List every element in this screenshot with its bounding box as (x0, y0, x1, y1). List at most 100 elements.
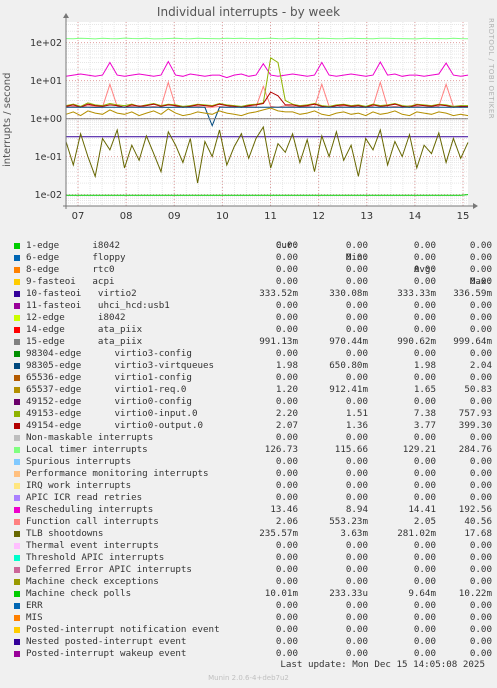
legend-label: Function call interrupts (26, 516, 159, 527)
legend-swatch (14, 267, 20, 273)
legend-avg-value: 0.00 (413, 468, 436, 479)
legend-cur-value: 0.00 (275, 300, 298, 311)
legend-max-value: 0.00 (469, 456, 492, 467)
legend-avg-value: 0.00 (413, 264, 436, 275)
legend-label: 65537-edge virtio1-req.0 (26, 384, 187, 395)
legend-avg-value: 0.00 (413, 348, 436, 359)
legend-row: 9-fasteoi acpi 0.00 0.00 0.00 0.00 (12, 276, 492, 288)
legend-swatch (14, 303, 20, 309)
legend-max-value: 0.00 (469, 264, 492, 275)
legend-avg-value: 3.77 (413, 420, 436, 431)
legend-row: 6-edge floppy 0.00 0.00 0.00 0.00 (12, 252, 492, 264)
legend-avg-value: 0.00 (413, 600, 436, 611)
legend-cur-value: 0.00 (275, 372, 298, 383)
legend-swatch (14, 627, 20, 633)
legend-avg-value: 1.98 (413, 360, 436, 371)
legend-row: 12-edge i8042 0.00 0.00 0.00 0.00 (12, 312, 492, 324)
legend-label: 11-fasteoi uhci_hcd:usb1 (26, 300, 170, 311)
legend-avg-value: 0.00 (413, 276, 436, 287)
legend-min-value: 0.00 (345, 432, 368, 443)
legend-swatch (14, 519, 20, 525)
legend-min-value: 0.00 (345, 564, 368, 575)
legend-max-value: 0.00 (469, 540, 492, 551)
legend-row: Posted-interrupt notification event 0.00 0… (12, 624, 492, 636)
legend-cur-value: 0.00 (275, 624, 298, 635)
legend-max-value: 17.68 (464, 528, 492, 539)
legend-min-value: 0.00 (345, 348, 368, 359)
legend-swatch (14, 603, 20, 609)
legend-avg-value: 0.00 (413, 648, 436, 659)
legend-swatch (14, 471, 20, 477)
legend-swatch (14, 555, 20, 561)
legend-min-value: 1.51 (345, 408, 368, 419)
legend-row: APIC ICR read retries 0.00 0.00 0.00 0.00 (12, 492, 492, 504)
legend-table: Cur: Min: Avg: Max: 1-edge i8042 0.00 0.00… (12, 228, 492, 660)
legend-max-value: 0.00 (469, 492, 492, 503)
legend-min-value: 0.00 (345, 240, 368, 251)
legend-cur-value: 1.98 (275, 360, 298, 371)
legend-row: MIS 0.00 0.00 0.00 0.00 (12, 612, 492, 624)
legend-max-value: 0.00 (469, 396, 492, 407)
legend-min-value: 0.00 (345, 324, 368, 335)
legend-cur-value: 2.06 (275, 516, 298, 527)
legend-max-value: 0.00 (469, 468, 492, 479)
legend-row: Rescheduling interrupts 13.46 8.94 14.41 192… (12, 504, 492, 516)
legend-max-value: 757.93 (458, 408, 492, 419)
series-line (65, 125, 469, 184)
munin-version: Munin 2.0.6-4+deb7u2 (208, 674, 289, 682)
legend-label: 12-edge i8042 (26, 312, 126, 323)
legend-avg-value: 0.00 (413, 552, 436, 563)
legend-max-value: 0.00 (469, 576, 492, 587)
legend-min-value: 0.00 (345, 276, 368, 287)
legend-cur-value: 0.00 (275, 480, 298, 491)
legend-max-value: 0.00 (469, 612, 492, 623)
legend-min-value: 553.23m (329, 516, 368, 527)
legend-min-value: 0.00 (345, 600, 368, 611)
legend-swatch (14, 255, 20, 261)
legend-label: Spurious interrupts (26, 456, 132, 467)
legend-row: Function call interrupts 2.06 553.23m 2.05 4… (12, 516, 492, 528)
legend-cur-value: 0.00 (275, 564, 298, 575)
legend-row: 98304-edge virtio3-config 0.00 0.00 0.00 0.0… (12, 348, 492, 360)
legend-swatch (14, 435, 20, 441)
legend-avg-value: 0.00 (413, 624, 436, 635)
legend-label: Rescheduling interrupts (26, 504, 154, 515)
legend-swatch (14, 375, 20, 381)
legend-header-min: Min: (345, 252, 368, 263)
legend-avg-value: 0.00 (413, 300, 436, 311)
x-tick-label: 13 (360, 211, 373, 222)
legend-header: Cur: Min: Avg: Max: (12, 228, 492, 287)
series-line (65, 91, 469, 108)
legend-cur-value: 0.00 (275, 396, 298, 407)
legend-cur-value: 0.00 (275, 276, 298, 287)
legend-cur-value: 0.00 (275, 240, 298, 251)
legend-min-value: 912.41m (329, 384, 368, 395)
legend-avg-value: 0.00 (413, 432, 436, 443)
legend-cur-value: 0.00 (275, 600, 298, 611)
legend-avg-value: 0.00 (413, 636, 436, 647)
legend-swatch (14, 243, 20, 249)
legend-label: IRQ work interrupts (26, 480, 132, 491)
legend-label: 15-edge ata_piix (26, 336, 143, 347)
y-tick-label: 1e-01 (35, 152, 62, 163)
legend-avg-value: 990.62m (397, 336, 436, 347)
legend-label: Machine check polls (26, 588, 132, 599)
legend-swatch (14, 279, 20, 285)
legend-rows: 1-edge i8042 0.00 0.00 0.00 0.00 6-edge flopp… (12, 240, 492, 660)
legend-row: Threshold APIC interrupts 0.00 0.00 0.00 0.0… (12, 552, 492, 564)
legend-swatch (14, 591, 20, 597)
legend-cur-value: 1.20 (275, 384, 298, 395)
legend-header-avg: Avg: (413, 264, 436, 275)
legend-label: Threshold APIC interrupts (26, 552, 165, 563)
x-tick-label: 07 (72, 211, 85, 222)
legend-avg-value: 9.64m (408, 588, 436, 599)
legend-label: Non-maskable interrupts (26, 432, 154, 443)
legend-max-value: 40.56 (464, 516, 492, 527)
legend-row: 65537-edge virtio1-req.0 1.20 912.41m 1.65 5… (12, 384, 492, 396)
legend-row: 14-edge ata_piix 0.00 0.00 0.00 0.00 (12, 324, 492, 336)
x-tick-label: 12 (312, 211, 325, 222)
legend-label: Performance monitoring interrupts (26, 468, 209, 479)
rrdtool-credit: RRDTOOL / TOBI OETIKER (487, 18, 495, 120)
legend-cur-value: 0.00 (275, 576, 298, 587)
legend-row: 1-edge i8042 0.00 0.00 0.00 0.00 (12, 240, 492, 252)
